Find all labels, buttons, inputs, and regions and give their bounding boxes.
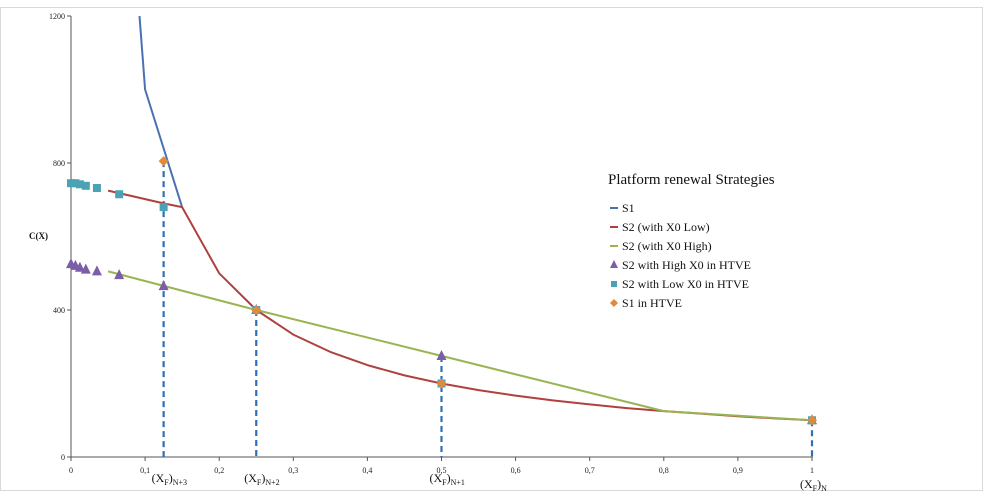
legend-label: S2 with High X0 in HTVE xyxy=(622,258,751,272)
series-line xyxy=(138,15,184,208)
x-tick-label: 0,7 xyxy=(585,466,595,475)
square-marker xyxy=(81,181,90,190)
xf-annotation-sub: F xyxy=(164,478,169,487)
y-tick-label: 800 xyxy=(53,159,65,168)
square-marker xyxy=(71,179,80,188)
xf-annotation-subscript: N+2 xyxy=(265,478,279,487)
xf-annotation-close: ) xyxy=(169,471,173,485)
triangle-marker xyxy=(436,349,447,360)
chart-frame xyxy=(0,7,983,491)
legend-label: S2 (with X0 Low) xyxy=(622,220,710,234)
square-marker xyxy=(92,183,101,192)
y-tick-label: 1200 xyxy=(49,12,65,21)
legend-title: Platform renewal Strategies xyxy=(608,172,775,188)
xf-annotation: (XF)N+3 xyxy=(152,471,187,487)
x-tick-label: 0,6 xyxy=(511,466,521,475)
xf-annotation: (XF)N+1 xyxy=(430,471,465,487)
diamond-marker xyxy=(436,378,447,389)
series-lines xyxy=(107,15,813,422)
diamond-marker xyxy=(807,415,817,426)
x-tick-label: 0,9 xyxy=(733,466,743,475)
xf-annotation: (XF)N xyxy=(800,477,827,491)
xf-annotation-close: ) xyxy=(447,471,451,485)
y-axis-label: C(X) xyxy=(29,231,48,241)
square-marker xyxy=(159,203,168,212)
triangle-marker xyxy=(114,269,125,280)
y-tick-label: 0 xyxy=(61,453,65,462)
xf-annotation-base: (X xyxy=(800,477,813,491)
xf-annotation-close: ) xyxy=(817,477,821,491)
square-marker xyxy=(115,190,124,199)
xf-annotation-subscript: N+3 xyxy=(173,478,187,487)
xf-annotation-close: ) xyxy=(261,471,265,485)
xf-annotations: (XF)N+3 (XF)N+2 (XF)N+1 (XF)N xyxy=(152,471,828,491)
xf-annotation-base: (X xyxy=(152,471,165,485)
x-tick-label: 0,2 xyxy=(214,466,224,475)
y-ticks: 0 400 800 1200 xyxy=(49,12,71,462)
legend-label: S1 xyxy=(622,201,635,215)
x-tick-label: 0 xyxy=(69,466,73,475)
series-markers xyxy=(66,156,817,426)
x-tick-label: 0,5 xyxy=(437,466,447,475)
xf-annotation-sub: F xyxy=(257,478,262,487)
triangle-marker xyxy=(91,265,102,276)
xf-annotation-base: (X xyxy=(430,471,443,485)
xf-annotation-subscript: N+1 xyxy=(451,478,465,487)
square-marker xyxy=(67,179,75,188)
legend-label: S1 in HTVE xyxy=(622,296,682,310)
x-tick-label: 0,4 xyxy=(362,466,372,475)
xf-annotation-base: (X xyxy=(244,471,257,485)
square-marker xyxy=(75,180,84,189)
triangle-marker xyxy=(610,260,618,268)
triangle-marker xyxy=(74,261,85,272)
x-tick-label: 1 xyxy=(810,466,814,475)
legend-label: S2 (with X0 High) xyxy=(622,239,712,253)
series-line xyxy=(107,270,813,422)
legend-label: S2 with Low X0 in HTVE xyxy=(622,277,749,291)
diamond-marker xyxy=(610,299,618,307)
y-tick-label: 400 xyxy=(53,306,65,315)
dropdown-lines xyxy=(162,161,814,457)
x-tick-label: 0,8 xyxy=(659,466,669,475)
x-ticks: 0 0,1 0,2 0,3 0,4 0,5 0,6 0,7 0,8 0,9 1 xyxy=(69,457,814,475)
xf-annotation-subscript: N xyxy=(821,484,827,491)
xf-annotation-sub: F xyxy=(813,484,818,491)
diamond-marker xyxy=(251,305,262,315)
xf-annotation-sub: F xyxy=(442,478,447,487)
triangle-marker xyxy=(80,263,91,274)
x-tick-label: 0,1 xyxy=(140,466,150,475)
xf-annotation: (XF)N+2 xyxy=(244,471,279,487)
triangle-marker xyxy=(158,280,169,291)
legend: Platform renewal Strategies S1 S2 (with X… xyxy=(608,172,775,310)
square-marker xyxy=(611,281,617,287)
x-tick-label: 0,3 xyxy=(288,466,298,475)
diamond-marker xyxy=(158,156,169,167)
